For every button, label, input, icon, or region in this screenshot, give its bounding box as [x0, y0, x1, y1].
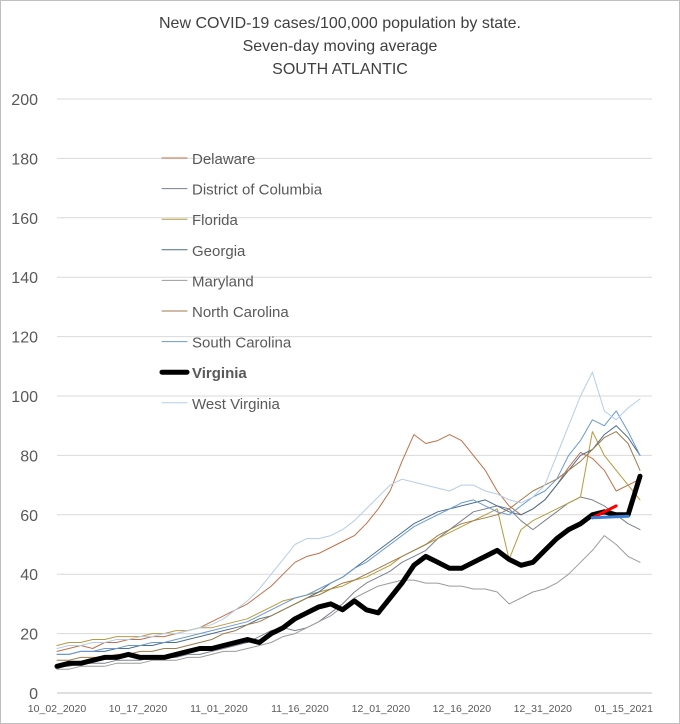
series-line-west-virginia	[56, 371, 641, 649]
x-tick-label: 12_01_2020	[352, 703, 411, 715]
x-tick-label: 10_17_2020	[109, 703, 168, 715]
series-line-south-carolina	[56, 410, 641, 655]
chart-subtitle: Seven-day moving average	[242, 38, 438, 55]
y-tick-label: 160	[11, 211, 38, 228]
legend-label: Florida	[192, 212, 239, 229]
legend-label: West Virginia	[192, 396, 280, 413]
chart-region: SOUTH ATLANTIC	[272, 61, 408, 78]
legend-label: South Carolina	[192, 335, 292, 352]
y-tick-label: 180	[11, 151, 38, 168]
x-tick-label: 10_02_2020	[28, 703, 87, 715]
y-tick-label: 0	[29, 686, 38, 703]
y-tick-label: 60	[20, 508, 38, 525]
x-tick-label: 11_01_2020	[190, 703, 248, 715]
y-tick-label: 200	[11, 92, 38, 109]
y-tick-label: 40	[20, 567, 38, 584]
x-tick-label: 11_16_2020	[271, 703, 329, 715]
series-line-north-carolina	[56, 431, 641, 661]
y-tick-label: 100	[11, 389, 38, 406]
annotation-segment	[590, 504, 618, 520]
x-tick-label: 01_15_2021	[595, 703, 654, 715]
legend-label: Delaware	[192, 151, 255, 168]
legend-label: Maryland	[192, 273, 254, 290]
y-tick-label: 120	[11, 330, 38, 347]
y-tick-label: 80	[20, 448, 38, 465]
legend-label: District of Columbia	[192, 182, 323, 199]
legend-label: Virginia	[192, 365, 247, 382]
legend-label: North Carolina	[192, 304, 289, 321]
y-tick-label: 20	[20, 627, 38, 644]
series-line-virginia	[54, 473, 643, 669]
series-line-florida	[56, 431, 641, 646]
x-tick-label: 12_31_2020	[514, 703, 573, 715]
x-tick-label: 12_16_2020	[433, 703, 492, 715]
annotation-segment	[590, 514, 630, 520]
chart-title: New COVID-19 cases/100,000 population by…	[159, 15, 521, 32]
y-tick-label: 140	[11, 270, 38, 287]
legend-label: Georgia	[192, 243, 246, 260]
